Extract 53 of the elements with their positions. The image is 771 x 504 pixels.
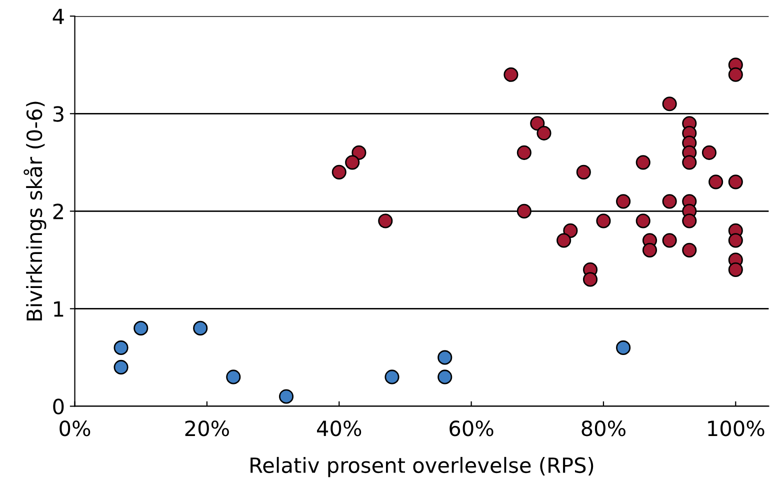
point (728, 262, 743, 277)
point (536, 126, 552, 140)
point (516, 204, 532, 218)
x-tick-label: 80% (582, 420, 626, 436)
point (662, 194, 677, 209)
point (708, 174, 724, 190)
y-tick-label: 0 (53, 398, 64, 414)
point (576, 164, 591, 180)
point (352, 145, 366, 160)
point (193, 320, 208, 336)
point (134, 320, 148, 336)
x-axis-title: Relativ prosent overlevelse (RPS) (250, 456, 594, 478)
point (728, 67, 743, 82)
point (345, 155, 360, 170)
y-axis-title: Bivirknings skår (0-6) (24, 102, 46, 320)
y-tick-label: 2 (53, 204, 63, 220)
point (438, 350, 452, 365)
x-tick-label: 60% (450, 420, 494, 436)
point (556, 233, 572, 248)
y-tick-label: 3 (53, 106, 64, 122)
x-tick-label: 20% (185, 420, 229, 436)
point (642, 242, 658, 258)
point (616, 194, 631, 209)
point (438, 370, 452, 384)
point (332, 164, 346, 180)
point (682, 155, 697, 170)
point (682, 242, 697, 258)
x-tick-label: 100% (708, 420, 764, 436)
y-tick-label: 4 (52, 8, 64, 24)
point (114, 340, 128, 355)
point (682, 214, 697, 228)
point (702, 145, 716, 160)
point (728, 174, 743, 190)
y-tick-label: 1 (54, 301, 64, 317)
x-tick-label: 0% (60, 420, 90, 436)
point (616, 340, 631, 355)
point (563, 223, 578, 238)
point (662, 233, 677, 248)
point (636, 155, 650, 170)
point (378, 214, 393, 228)
point (530, 116, 545, 131)
point (226, 370, 241, 384)
point (596, 214, 611, 228)
point (504, 67, 518, 82)
point (728, 233, 743, 248)
point (278, 389, 294, 404)
point (582, 272, 598, 287)
point (516, 145, 532, 160)
x-tick-label: 40% (316, 420, 362, 436)
point (114, 360, 128, 374)
point (636, 214, 650, 228)
point (384, 370, 400, 384)
point (662, 96, 677, 112)
